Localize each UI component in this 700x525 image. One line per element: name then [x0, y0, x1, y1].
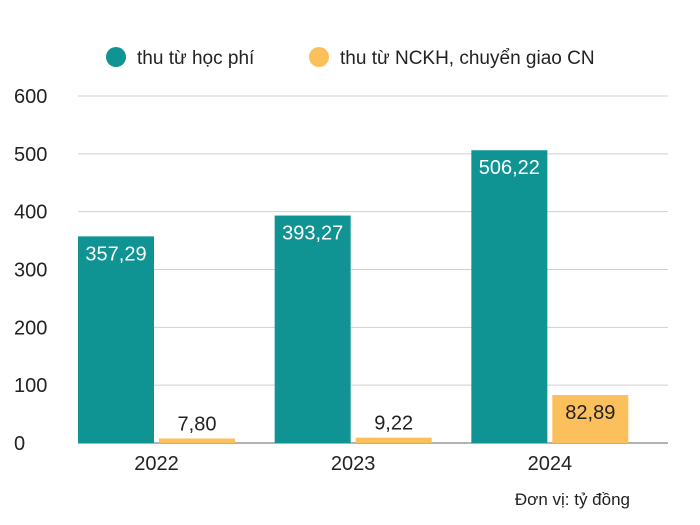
data-labels: 357,29 7,80 393,27 9,22 506,22 82,89	[85, 157, 615, 435]
y-tick-label: 100	[14, 375, 47, 397]
legend-label-hoc-phi: thu từ học phí	[137, 48, 255, 69]
y-tick-label: 400	[14, 202, 47, 224]
x-tick-label: 2023	[331, 453, 376, 475]
legend-marker-hoc-phi	[106, 47, 126, 67]
y-axis-tick-labels: 0 100 200 300 400 500 600	[14, 86, 47, 455]
y-tick-label: 300	[14, 260, 47, 282]
x-tick-label: 2024	[528, 453, 573, 475]
data-label: 82,89	[565, 402, 615, 424]
data-label: 9,22	[374, 413, 413, 435]
bars	[78, 150, 629, 444]
y-tick-label: 0	[14, 433, 25, 455]
y-tick-label: 600	[14, 86, 47, 108]
x-axis-tick-labels: 2022 2023 2024	[134, 453, 572, 475]
data-label: 357,29	[85, 243, 146, 265]
bar-nckh-2024	[552, 395, 629, 443]
y-tick-label: 500	[14, 144, 47, 166]
x-tick-label: 2022	[134, 453, 179, 475]
legend: thu từ học phí thu từ NCKH, chuyển giao …	[106, 47, 595, 69]
gridlines	[78, 95, 668, 444]
legend-marker-nckh	[309, 47, 329, 67]
bar-hoc-phi-2022	[78, 236, 154, 443]
bar-hoc-phi-2023	[274, 215, 351, 443]
data-label: 506,22	[479, 157, 540, 179]
unit-note: Đơn vị: tỷ đồng	[515, 490, 630, 509]
y-tick-label: 200	[14, 317, 47, 339]
bar-nckh-2022	[159, 438, 235, 443]
bar-nckh-2023	[355, 437, 432, 443]
bar-hoc-phi-2024	[471, 150, 548, 444]
legend-label-nckh: thu từ NCKH, chuyển giao CN	[340, 48, 595, 69]
data-label: 393,27	[282, 223, 343, 245]
data-label: 7,80	[178, 413, 217, 435]
